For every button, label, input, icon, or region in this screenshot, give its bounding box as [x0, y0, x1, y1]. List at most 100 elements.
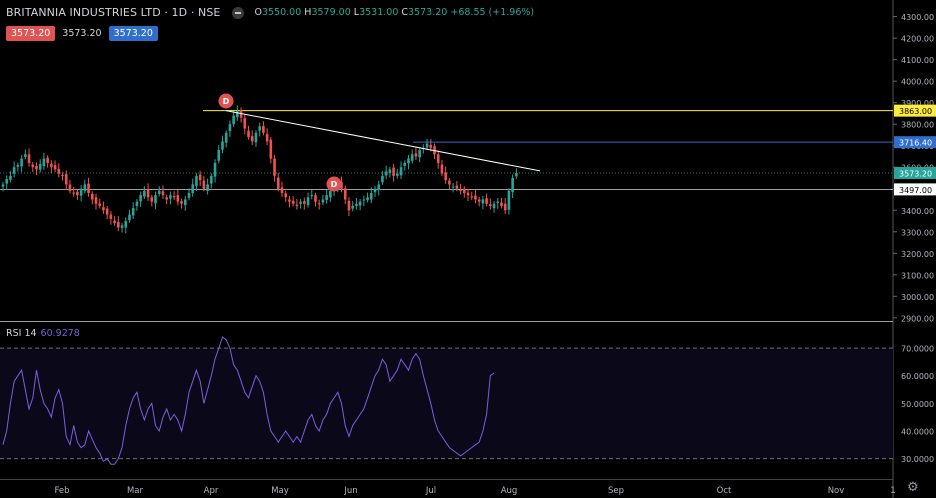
candle-body: [399, 167, 403, 176]
high-label: H: [304, 7, 312, 18]
price-axis-badge-text: 3573.20: [899, 169, 932, 178]
candle-body: [489, 204, 492, 206]
time-tick-label: Jul: [425, 486, 436, 496]
candle-body: [24, 154, 27, 157]
candle-body: [9, 175, 12, 180]
price-tick-label: 3100.00: [901, 271, 934, 280]
rsi-value: 60.9278: [40, 328, 80, 339]
dividend-marker-label: D: [331, 180, 338, 189]
price-tick-label: 4000.00: [901, 78, 934, 87]
candle-body: [46, 157, 49, 163]
candle-body: [236, 111, 239, 118]
candle-body: [366, 197, 369, 200]
candle-body: [470, 196, 474, 198]
candle-body: [392, 167, 395, 176]
price-tick-label: 4100.00: [901, 56, 934, 65]
candle-body: [68, 184, 72, 191]
trade-badges: 3573.20 3573.20 3573.20: [6, 26, 158, 41]
candle-body: [388, 169, 392, 173]
rsi-name[interactable]: RSI 14: [6, 328, 37, 339]
candle-body: [269, 139, 273, 159]
candle-body: [440, 164, 444, 174]
price-tick-label: 3400.00: [901, 207, 934, 216]
candle-body: [444, 172, 447, 181]
dividend-marker-label: D: [223, 97, 230, 106]
time-tick-label: May: [271, 486, 289, 496]
candle-body: [87, 183, 90, 194]
candle-body: [187, 193, 191, 198]
candle-body: [57, 168, 61, 174]
open-value: 3550.00: [261, 7, 302, 18]
candle-body: [317, 203, 321, 205]
settings-gear-icon[interactable]: ⚙: [907, 480, 919, 495]
collapse-icon[interactable]: [232, 6, 245, 19]
trend-line: [225, 110, 541, 172]
candle-body: [403, 162, 407, 166]
candle-body: [500, 202, 503, 206]
candle-body: [94, 197, 98, 204]
price-tick-label: 3000.00: [901, 293, 934, 302]
candle-body: [176, 195, 180, 202]
time-tick-label: Mar: [127, 486, 144, 496]
candle-body: [76, 191, 79, 196]
candle-body: [321, 199, 325, 203]
price-axis-badge: [894, 183, 936, 196]
candle-body: [146, 189, 150, 198]
candle-body: [243, 118, 247, 129]
candle-body: [276, 177, 280, 189]
time-tick-label: Feb: [54, 486, 69, 496]
ohlc-values: O3550.00 H3579.00 L3531.00 C3573.20 +68.…: [254, 7, 534, 18]
price-tick-label: 3200.00: [901, 250, 934, 259]
buy-button[interactable]: 3573.20: [108, 26, 158, 41]
candle-body: [113, 220, 116, 224]
rsi-tick-label: 40.0000: [901, 428, 934, 437]
candle-body: [474, 195, 477, 200]
rsi-tick-label: 30.0000: [901, 455, 934, 464]
candle-body: [410, 154, 414, 161]
low-value: 3531.00: [359, 7, 399, 18]
candle-body: [492, 203, 496, 209]
rsi-tick-label: 60.0000: [901, 372, 934, 381]
candle-body: [90, 193, 94, 200]
price-axis-badge: [894, 104, 936, 117]
sell-button[interactable]: 3573.20: [6, 26, 56, 41]
candle-body: [262, 125, 265, 133]
candle-body: [347, 200, 351, 211]
candle-body: [1, 184, 5, 187]
candle-body: [355, 203, 358, 206]
rsi-line: [2, 336, 495, 465]
candle-body: [511, 177, 514, 193]
candle-body: [414, 153, 418, 157]
time-tick-label: 1: [890, 486, 895, 496]
candle-body: [64, 174, 68, 185]
rsi-tick-label: 70.0000: [901, 345, 934, 354]
candle-body: [273, 158, 276, 176]
candle-body: [377, 184, 381, 190]
candle-body: [362, 199, 366, 201]
candle-body: [407, 158, 410, 164]
candle-body: [109, 214, 113, 219]
candle-body: [154, 195, 157, 204]
price-axis-badge-text: 3497.00: [899, 186, 932, 195]
candle-body: [384, 171, 388, 176]
candle-body: [79, 188, 83, 196]
price-tick-label: 3900.00: [901, 99, 934, 108]
candle-body: [329, 190, 332, 198]
candle-body: [258, 126, 261, 131]
rsi-band-fill: [0, 348, 893, 459]
dividend-marker: [326, 176, 342, 192]
low-label: L: [353, 7, 360, 18]
candle-body: [38, 164, 42, 170]
price-tick-label: 3300.00: [901, 228, 934, 237]
candle-body: [507, 190, 511, 210]
candle-body: [496, 201, 500, 203]
candle-body: [429, 144, 433, 148]
candle-body: [161, 191, 165, 196]
symbol-title[interactable]: BRITANNIA INDUSTRIES LTD · 1D · NSE: [6, 6, 221, 19]
candle-body: [50, 163, 53, 168]
candle-body: [250, 136, 254, 142]
candle-body: [358, 201, 362, 206]
candle-body: [83, 184, 87, 191]
candle-body: [139, 195, 142, 202]
candle-body: [12, 167, 16, 174]
